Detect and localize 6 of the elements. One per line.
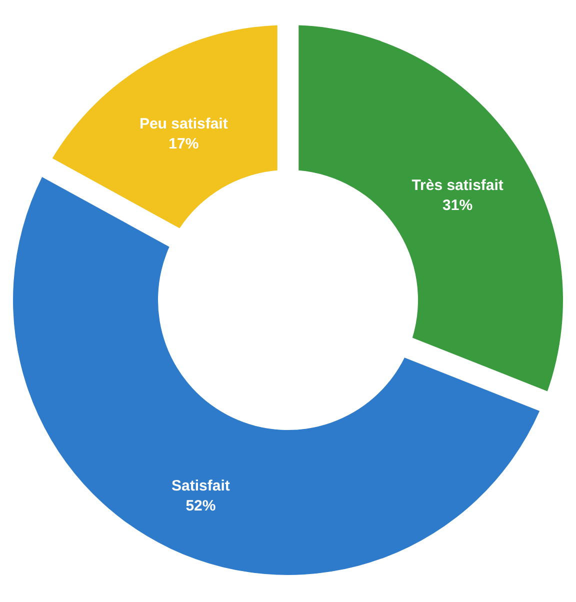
slice-label: Satisfait xyxy=(172,477,230,494)
data-label: 17% xyxy=(168,136,199,153)
data-label: 31% xyxy=(442,196,473,214)
slice-label: Peu satisfait xyxy=(139,116,228,133)
data-label: 52% xyxy=(186,497,216,514)
slice-label: Très satisfait xyxy=(412,176,504,194)
